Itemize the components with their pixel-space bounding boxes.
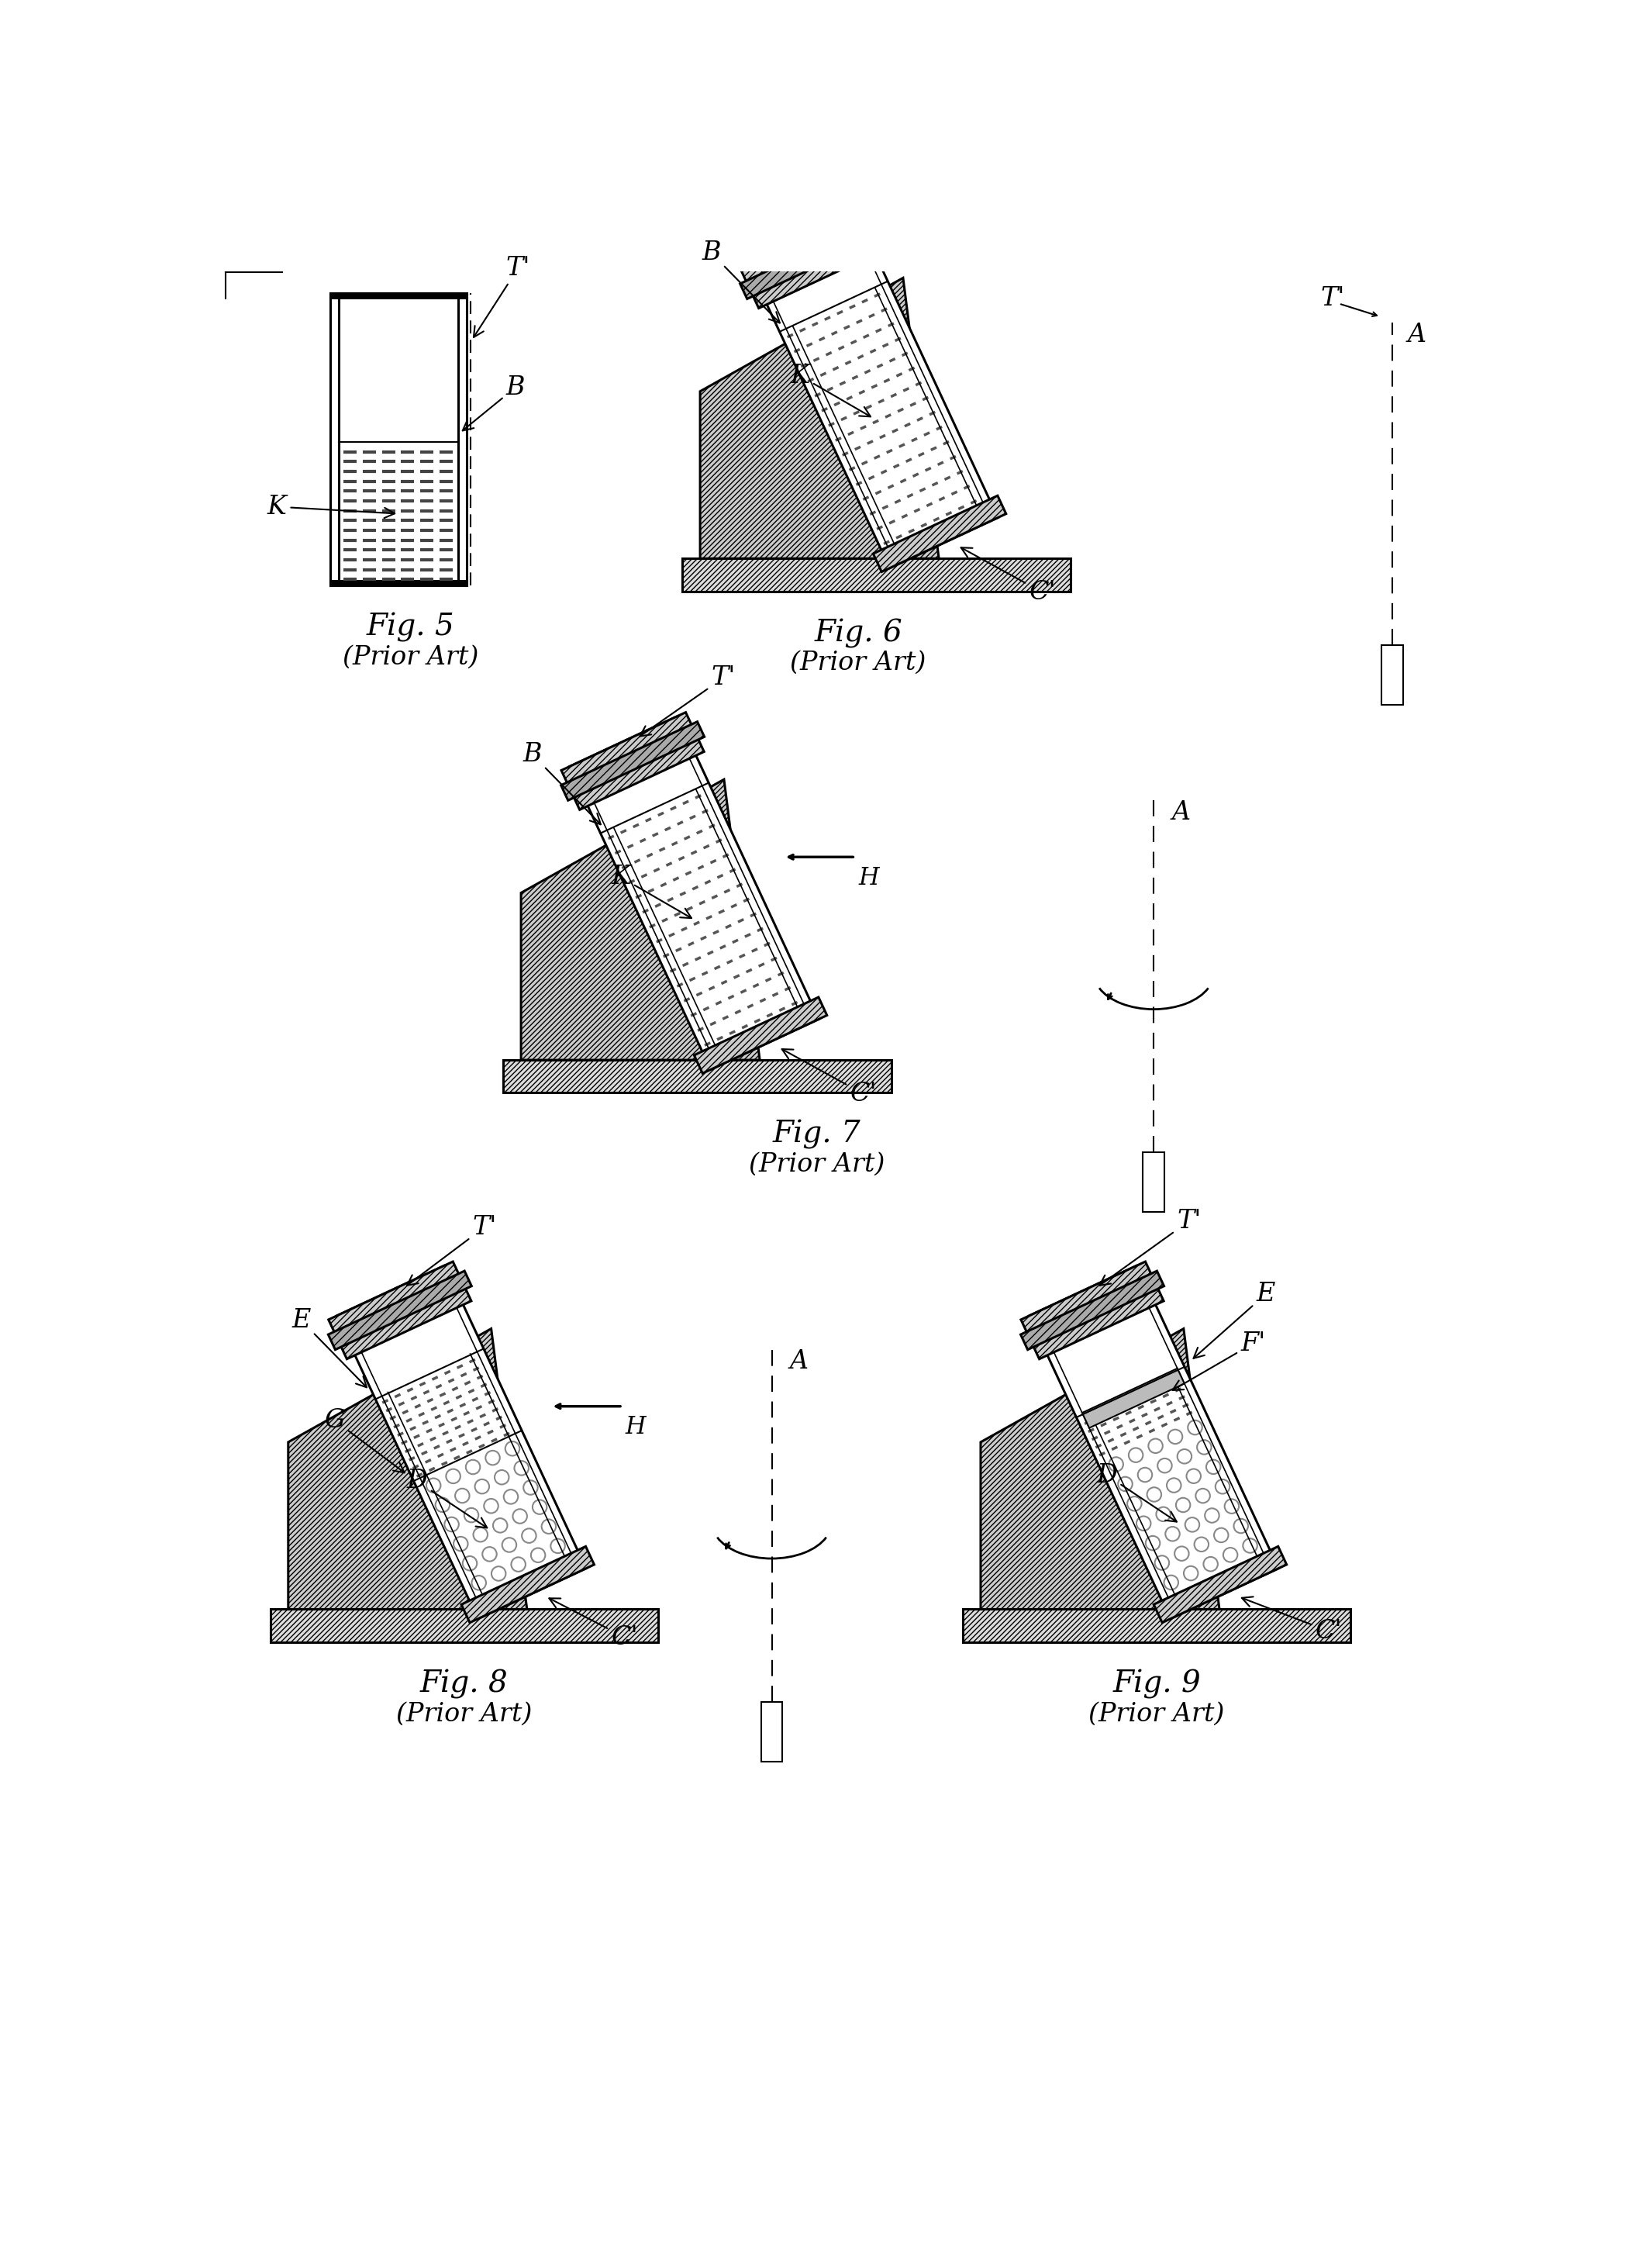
Text: K: K (790, 364, 871, 416)
Text: A: A (790, 1350, 808, 1375)
Polygon shape (1143, 1153, 1165, 1212)
Text: T': T' (1100, 1210, 1201, 1287)
Polygon shape (344, 1268, 476, 1395)
Text: D: D (1097, 1463, 1176, 1522)
Polygon shape (520, 780, 760, 1060)
Text: Fig. 9: Fig. 9 (1113, 1669, 1201, 1698)
Text: T': T' (1322, 287, 1345, 312)
Polygon shape (339, 298, 458, 443)
Polygon shape (287, 1329, 527, 1610)
Text: B: B (702, 240, 780, 323)
Polygon shape (700, 278, 938, 558)
Text: A: A (1171, 800, 1191, 825)
Polygon shape (562, 721, 704, 800)
Polygon shape (330, 581, 468, 586)
Text: H: H (859, 866, 879, 891)
Polygon shape (1021, 1262, 1163, 1359)
Text: (Prior Art): (Prior Art) (396, 1700, 532, 1725)
Polygon shape (461, 1547, 595, 1623)
Polygon shape (570, 717, 819, 1069)
Text: C': C' (961, 547, 1056, 606)
Text: Fig. 8: Fig. 8 (420, 1669, 509, 1698)
Text: Fig. 6: Fig. 6 (814, 620, 902, 649)
Polygon shape (329, 1271, 471, 1350)
Polygon shape (1029, 1266, 1279, 1619)
Polygon shape (1153, 1547, 1287, 1623)
Polygon shape (740, 210, 884, 307)
Text: (Prior Art): (Prior Art) (1089, 1700, 1224, 1725)
Text: K: K (611, 866, 692, 918)
Text: (Prior Art): (Prior Art) (342, 644, 479, 669)
Polygon shape (981, 1329, 1219, 1610)
Text: T': T' (406, 1214, 497, 1287)
Text: H: H (626, 1415, 646, 1440)
Text: D: D (406, 1470, 487, 1528)
Text: (Prior Art): (Prior Art) (748, 1153, 884, 1178)
Polygon shape (337, 1266, 586, 1619)
Polygon shape (329, 1262, 471, 1359)
Polygon shape (1036, 1268, 1176, 1413)
Text: A: A (1408, 323, 1426, 346)
Polygon shape (682, 558, 1070, 592)
Polygon shape (562, 712, 704, 809)
Polygon shape (762, 1703, 783, 1761)
Polygon shape (694, 997, 828, 1074)
Polygon shape (748, 215, 998, 568)
Text: T': T' (474, 255, 530, 337)
Polygon shape (963, 1610, 1351, 1641)
Text: (Prior Art): (Prior Art) (790, 651, 927, 676)
Polygon shape (330, 294, 339, 586)
Polygon shape (330, 294, 468, 298)
Text: G: G (324, 1409, 405, 1472)
Text: B: B (463, 375, 525, 430)
Polygon shape (271, 1610, 657, 1641)
Text: C': C' (781, 1049, 877, 1106)
Text: F': F' (1173, 1332, 1265, 1391)
Text: B: B (524, 742, 601, 825)
Polygon shape (504, 1060, 890, 1092)
Text: E: E (292, 1309, 367, 1388)
Text: C': C' (1242, 1596, 1343, 1644)
Text: T': T' (639, 665, 735, 737)
Polygon shape (1021, 1271, 1165, 1350)
Polygon shape (1082, 1368, 1184, 1429)
Polygon shape (458, 294, 468, 586)
Text: Fig. 7: Fig. 7 (773, 1119, 861, 1149)
Text: K: K (268, 495, 395, 520)
Text: Fig. 5: Fig. 5 (367, 613, 454, 642)
Text: E: E (1193, 1282, 1275, 1359)
Polygon shape (577, 719, 700, 830)
Polygon shape (757, 217, 881, 328)
Polygon shape (740, 219, 884, 298)
Polygon shape (874, 495, 1006, 572)
Polygon shape (1381, 644, 1403, 705)
Text: C': C' (548, 1599, 638, 1651)
